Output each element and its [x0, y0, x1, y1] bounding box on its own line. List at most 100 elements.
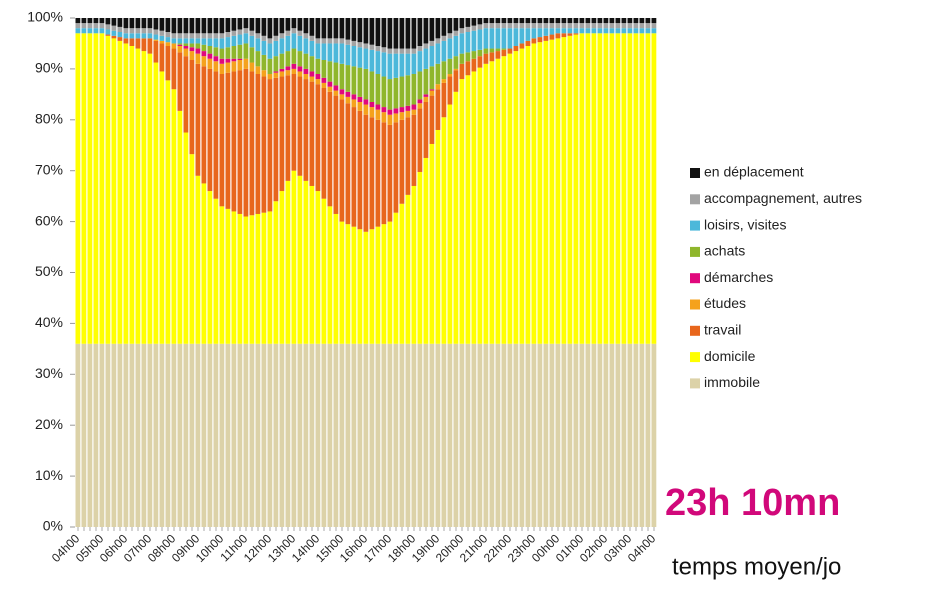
bar-segment — [171, 43, 177, 49]
bar-segment — [183, 38, 189, 44]
bar-segment — [387, 124, 393, 222]
bar-segment — [375, 343, 381, 527]
legend-label: loisirs, visites — [704, 216, 786, 232]
bar-segment — [411, 73, 417, 105]
bar-segment — [621, 28, 627, 34]
legend-swatch — [690, 220, 700, 231]
bar-segment — [363, 18, 369, 44]
bar-segment — [201, 343, 207, 527]
bar-segment — [411, 343, 417, 527]
bar-segment — [309, 76, 315, 82]
bar-segment — [159, 30, 165, 36]
bar-segment — [651, 28, 657, 34]
bar-segment — [351, 66, 357, 95]
bar-segment — [621, 23, 627, 29]
bar-segment — [327, 43, 333, 62]
bar-segment — [333, 43, 339, 63]
bar-segment — [633, 23, 639, 29]
bar-segment — [435, 84, 441, 90]
bar-segment — [309, 18, 315, 36]
bar-segment — [465, 26, 471, 32]
bar-segment — [81, 33, 87, 344]
bar-segment — [357, 101, 363, 111]
bar-segment — [153, 62, 159, 344]
bar-segment — [561, 18, 567, 24]
bar-segment — [621, 33, 627, 344]
bar-segment — [231, 58, 237, 62]
bar-segment — [375, 104, 381, 110]
bar-segment — [369, 117, 375, 230]
bar-segment — [381, 18, 387, 48]
bar-segment — [273, 18, 279, 36]
bar-segment — [603, 18, 609, 24]
bar-segment — [435, 89, 441, 130]
bar-segment — [183, 48, 189, 57]
bar-segment — [363, 43, 369, 49]
bar-segment — [219, 343, 225, 527]
bar-segment — [537, 37, 543, 43]
bar-segment — [483, 343, 489, 527]
bar-segment — [357, 110, 363, 230]
bar-segment — [519, 18, 525, 24]
bar-segment — [273, 343, 279, 527]
bar-segment — [603, 33, 609, 344]
bar-segment — [285, 70, 291, 76]
bar-segment — [261, 70, 267, 77]
bar-segment — [315, 73, 321, 80]
bar-segment — [297, 51, 303, 67]
legend-label: études — [704, 295, 746, 311]
bar-segment — [297, 343, 303, 527]
bar-segment — [129, 28, 135, 34]
bar-segment — [177, 343, 183, 527]
bar-segment — [387, 79, 393, 110]
bar-segment — [483, 53, 489, 64]
bar-segment — [177, 44, 183, 46]
x-tick-label: 04h00 — [625, 531, 659, 565]
bar-segment — [219, 38, 225, 49]
bar-segment — [585, 33, 591, 344]
legend-swatch — [690, 273, 700, 284]
bar-segment — [255, 38, 261, 52]
bar-segment — [525, 23, 531, 29]
bar-segment — [531, 18, 537, 24]
bar-segment — [423, 94, 429, 97]
bar-segment — [417, 108, 423, 172]
bar-segment — [405, 110, 411, 118]
bar-segment — [261, 343, 267, 527]
bar-segment — [597, 18, 603, 24]
bar-segment — [285, 30, 291, 36]
bar-segment — [285, 343, 291, 527]
bar-segment — [93, 18, 99, 24]
bar-segment — [219, 33, 225, 39]
bar-segment — [285, 18, 291, 31]
bar-segment — [183, 18, 189, 34]
bar-segment — [381, 107, 387, 113]
bar-segment — [567, 33, 573, 36]
bar-segment — [417, 45, 423, 52]
bar-segment — [435, 38, 441, 44]
bar-segment — [99, 343, 105, 527]
legend-label: démarches — [704, 269, 773, 285]
bar-segment — [603, 23, 609, 29]
bar-segment — [213, 198, 219, 344]
bar-segment — [321, 38, 327, 44]
bar-segment — [471, 30, 477, 52]
bar-segment — [231, 61, 237, 72]
bar-segment — [345, 18, 351, 40]
bar-segment — [93, 343, 99, 527]
bar-segment — [609, 28, 615, 34]
bar-segment — [405, 53, 411, 76]
bar-segment — [303, 53, 309, 69]
bar-segment — [321, 87, 327, 199]
bar-segment — [429, 90, 435, 96]
bar-segment — [213, 33, 219, 39]
bar-segment — [207, 191, 213, 344]
bar-segment — [273, 77, 279, 202]
bar-segment — [255, 213, 261, 344]
bar-segment — [615, 343, 621, 527]
x-tick-label: 10h00 — [193, 531, 227, 565]
bar-segment — [489, 18, 495, 24]
bar-segment — [381, 122, 387, 225]
bar-segment — [219, 18, 225, 34]
bar-segment — [489, 28, 495, 49]
